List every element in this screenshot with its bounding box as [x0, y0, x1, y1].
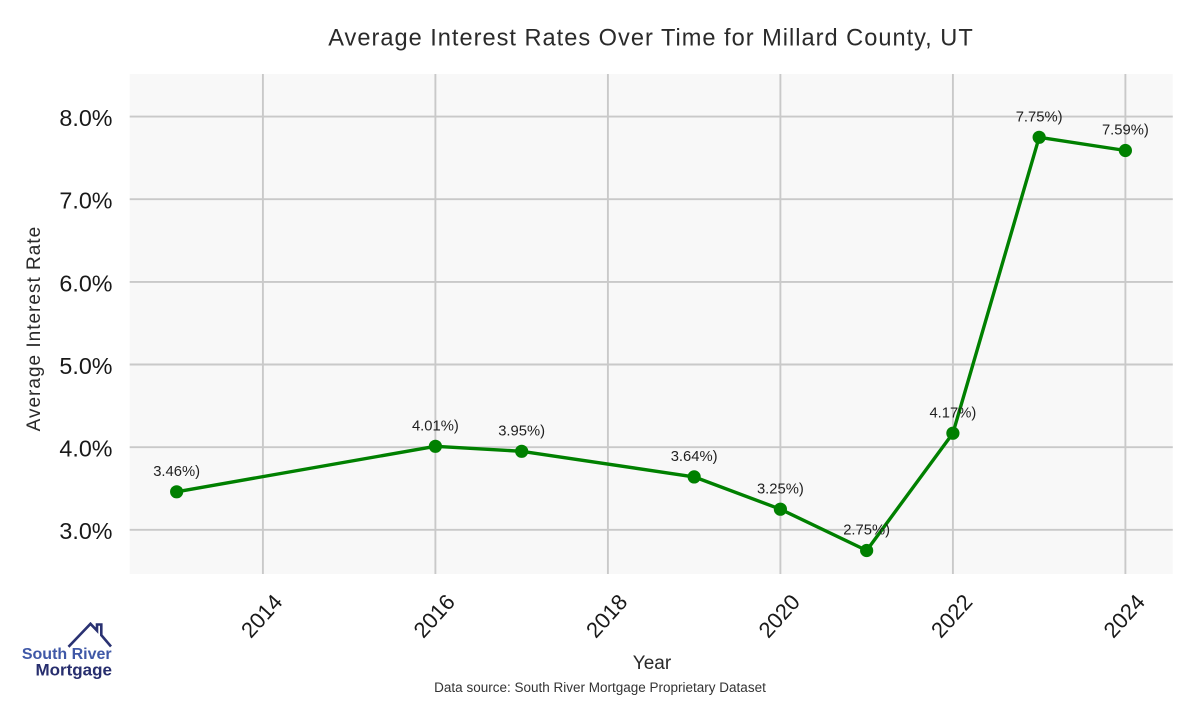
svg-text:Average Interest Rate: Average Interest Rate [24, 226, 45, 431]
svg-text:3.95%): 3.95%) [498, 424, 545, 440]
svg-text:7.0%: 7.0% [59, 188, 112, 214]
svg-text:4.17%): 4.17%) [929, 405, 976, 421]
svg-text:8.0%: 8.0% [59, 105, 112, 131]
svg-text:Data source: South River Mortg: Data source: South River Mortgage Propri… [434, 680, 766, 695]
svg-text:2.75%): 2.75%) [843, 523, 890, 539]
svg-text:3.64%): 3.64%) [671, 449, 718, 465]
svg-text:6.0%: 6.0% [59, 270, 112, 296]
svg-text:3.46%): 3.46%) [153, 464, 200, 480]
svg-text:3.0%: 3.0% [59, 518, 112, 544]
svg-text:Year: Year [633, 653, 672, 674]
svg-text:South River: South River [22, 646, 112, 663]
svg-text:3.25%): 3.25%) [757, 481, 804, 497]
svg-text:7.59%): 7.59%) [1102, 123, 1149, 139]
svg-text:4.01%): 4.01%) [412, 419, 459, 435]
svg-text:4.0%: 4.0% [59, 436, 112, 462]
svg-text:Mortgage: Mortgage [35, 661, 112, 680]
svg-text:Average Interest Rates Over Ti: Average Interest Rates Over Time for Mil… [328, 26, 974, 52]
svg-text:7.75%): 7.75%) [1016, 110, 1063, 126]
svg-text:5.0%: 5.0% [59, 353, 112, 379]
